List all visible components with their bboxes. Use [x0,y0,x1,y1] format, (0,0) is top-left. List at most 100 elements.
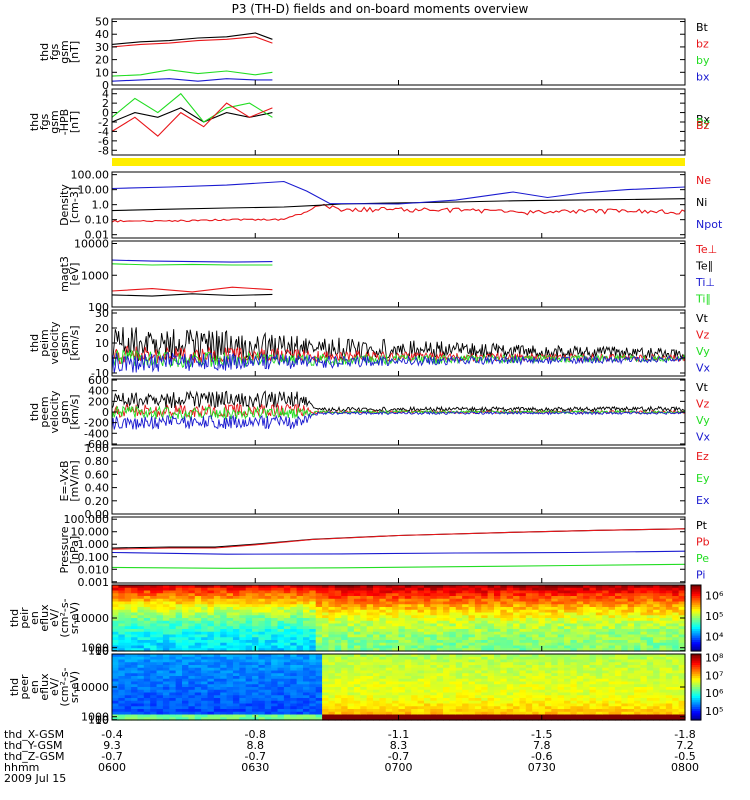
heatmap-cell [143,711,151,716]
heatmap-cell [634,676,642,680]
heatmap-cell [277,604,285,608]
heatmap-cell [182,598,189,603]
heatmap-cell [525,709,533,713]
heatmap-cell [621,590,629,594]
heatmap-cell [341,648,349,652]
heatmap-cell [315,642,323,647]
x-tick-label: -1.1 [388,728,409,741]
heatmap-cell [156,593,164,597]
heatmap-cell [532,620,540,625]
heatmap-cell [506,609,514,614]
heatmap-cell [341,645,349,649]
heatmap-cell [131,654,139,658]
heatmap-cell [296,689,304,694]
heatmap-cell [271,615,279,619]
heatmap-cell [303,642,310,647]
heatmap-cell [150,631,158,636]
heatmap-cell [137,615,145,619]
heatmap-cell [360,670,368,674]
heatmap-cell [353,687,361,691]
heatmap-cell [544,609,552,614]
legend-Npot: Npot [696,218,723,231]
heatmap-cell [487,631,495,636]
colorbar-tick-label: 10⁴ [705,631,724,644]
heatmap-cell [315,656,323,661]
heatmap-cell [232,695,240,699]
heatmap-cell [627,587,635,592]
heatmap-cell [353,631,361,636]
heatmap-cell [423,601,431,605]
heatmap-cell [557,659,565,663]
heatmap-cell [672,673,680,677]
y-tick-label: 4 [102,88,109,101]
legend-Vt: Vt [696,381,709,394]
heatmap-cell [468,609,476,614]
heatmap-cell [436,590,444,594]
heatmap-cell [150,645,158,649]
heatmap-cell [468,631,476,636]
heatmap-cell [322,634,330,638]
heatmap-cell [640,667,648,672]
heatmap-cell [207,676,215,680]
colorbar-segment [691,637,701,641]
heatmap-cell [392,665,400,669]
heatmap-cell [513,689,521,694]
heatmap-cell [417,585,425,589]
heatmap-cell [303,615,310,619]
heatmap-cell [309,698,317,702]
heatmap-cell [513,593,521,597]
heatmap-cell [608,673,616,677]
heatmap-cell [564,604,571,608]
heatmap-cell [627,673,635,677]
heatmap-cell [678,626,686,630]
heatmap-cell [245,590,253,594]
heatmap-cell [398,681,406,685]
heatmap-cell [201,673,209,677]
heatmap-cell [462,684,470,688]
heatmap-cell [143,695,151,699]
heatmap-cell [474,615,482,619]
heatmap-cell [379,709,387,713]
heatmap-cell [430,634,438,638]
heatmap-cell [162,612,170,616]
heatmap-cell [436,598,444,603]
heatmap-cell [112,662,119,666]
heatmap-cell [322,648,330,652]
heatmap-cell [417,593,425,597]
heatmap-cell [239,673,247,677]
legend-By: By [696,116,711,129]
heatmap-cell [455,629,463,633]
heatmap-cell [551,700,559,705]
heatmap-cell [506,656,514,661]
heatmap-cell [462,706,470,710]
heatmap-cell [143,714,151,718]
heatmap-cell [678,604,686,608]
heatmap-cell [150,620,158,625]
heatmap-cell [150,612,158,616]
heatmap-cell [207,626,215,630]
heatmap-cell [659,612,667,616]
heatmap-cell [118,656,126,661]
heatmap-cell [659,640,667,644]
heatmap-cell [487,629,495,633]
heatmap-cell [303,618,310,622]
heatmap-cell [271,601,279,605]
heatmap-cell [315,631,323,636]
heatmap-cell [143,626,151,630]
heatmap-cell [665,698,673,702]
heatmap-cell [525,598,533,603]
legend-Vt: Vt [696,312,709,325]
heatmap-cell [436,659,444,663]
heatmap-cell [627,698,635,702]
heatmap-cell [385,714,393,718]
heatmap-cell [634,626,642,630]
heatmap-cell [112,620,119,625]
heatmap-cell [423,593,431,597]
heatmap-cell [322,626,330,630]
heatmap-cell [544,670,552,674]
heatmap-cell [653,670,661,674]
heatmap-cell [538,678,546,683]
heatmap-cell [570,585,578,589]
heatmap-cell [557,711,565,716]
heatmap-cell [430,667,438,672]
